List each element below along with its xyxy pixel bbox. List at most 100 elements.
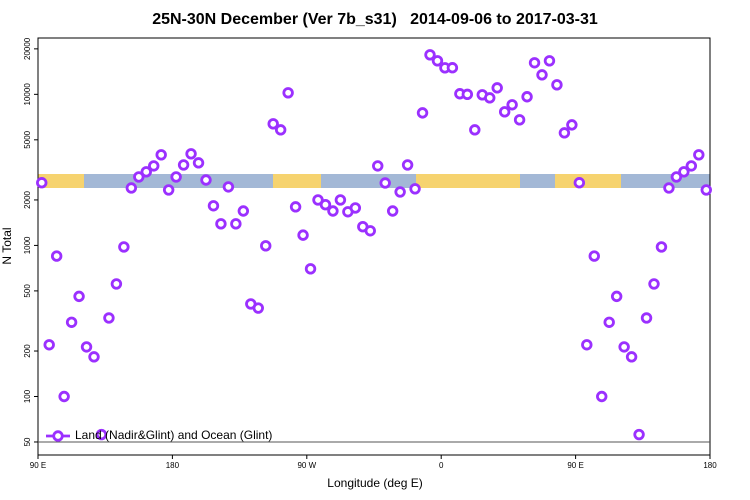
point xyxy=(446,62,459,74)
point xyxy=(312,194,324,206)
point xyxy=(207,200,220,212)
point xyxy=(513,114,526,126)
point xyxy=(282,87,294,99)
y-tick-label: 5000 xyxy=(23,130,32,148)
legend-label: Land (Nadir&Glint) and Ocean (Glint) xyxy=(75,428,272,442)
point xyxy=(110,278,123,290)
point xyxy=(95,428,108,441)
point xyxy=(431,55,444,67)
point xyxy=(543,55,556,67)
point xyxy=(185,148,197,160)
chart-title: 25N-30N December (Ver 7b_s31) 2014-09-06… xyxy=(152,11,598,28)
point xyxy=(50,250,63,262)
point xyxy=(379,177,391,189)
point xyxy=(148,160,160,172)
point xyxy=(461,88,474,101)
point xyxy=(334,194,347,206)
point xyxy=(566,119,578,131)
point xyxy=(610,290,623,303)
y-axis-label: N Total xyxy=(0,227,14,264)
y-tick-label: 2000 xyxy=(23,190,32,208)
point xyxy=(625,351,638,363)
point xyxy=(267,118,279,130)
point xyxy=(491,82,503,94)
point xyxy=(596,390,608,403)
point xyxy=(588,250,600,262)
point xyxy=(618,341,630,353)
x-tick-label: 180 xyxy=(703,461,717,470)
point xyxy=(364,225,376,237)
y-tick-label: 10000 xyxy=(23,83,32,106)
point xyxy=(192,157,205,169)
point xyxy=(200,174,212,186)
point xyxy=(297,229,309,241)
x-axis-label: Longitude (deg E) xyxy=(327,476,422,490)
point xyxy=(162,184,175,196)
point xyxy=(663,182,675,194)
point xyxy=(581,339,593,351)
point xyxy=(133,171,145,183)
y-tick-label: 100 xyxy=(23,389,32,403)
point xyxy=(118,241,130,253)
legend-marker xyxy=(52,430,64,442)
point xyxy=(603,316,615,328)
point xyxy=(528,57,541,69)
point xyxy=(693,149,705,161)
point xyxy=(506,99,518,111)
x-tick-label: 90 E xyxy=(30,461,46,470)
point xyxy=(484,92,496,104)
point xyxy=(155,149,167,161)
point xyxy=(222,181,235,193)
point xyxy=(394,186,406,198)
point xyxy=(304,263,317,275)
point xyxy=(260,240,272,252)
point xyxy=(648,278,660,290)
x-tick-label: 90 W xyxy=(297,461,316,470)
point xyxy=(65,316,78,328)
point xyxy=(103,312,115,324)
point xyxy=(88,351,100,363)
point xyxy=(252,302,264,314)
point xyxy=(140,166,152,178)
point xyxy=(685,160,698,172)
point xyxy=(58,390,70,403)
point xyxy=(73,290,85,303)
point xyxy=(521,91,533,103)
point xyxy=(274,124,287,136)
point xyxy=(327,205,339,217)
point xyxy=(125,182,138,194)
point xyxy=(640,312,653,324)
y-tick-label: 1000 xyxy=(23,236,32,254)
point xyxy=(349,202,362,214)
point xyxy=(678,166,690,178)
point xyxy=(319,199,332,211)
x-tick-label: 180 xyxy=(166,461,180,470)
x-tick-label: 0 xyxy=(439,461,444,470)
point xyxy=(573,177,586,189)
y-tick-label: 500 xyxy=(23,284,32,298)
point xyxy=(700,184,712,196)
point xyxy=(498,106,511,118)
point xyxy=(633,428,645,441)
point xyxy=(551,79,563,91)
y-tick-label: 50 xyxy=(23,437,32,446)
point xyxy=(372,160,384,172)
point xyxy=(36,177,48,189)
point xyxy=(558,127,571,139)
point xyxy=(43,339,55,351)
point xyxy=(170,171,182,183)
point xyxy=(655,241,668,253)
y-tick-label: 200 xyxy=(23,344,32,358)
point xyxy=(386,205,399,217)
y-tick-label: 20000 xyxy=(23,37,32,60)
point xyxy=(237,205,250,217)
point xyxy=(416,107,429,119)
point xyxy=(469,124,481,136)
point xyxy=(177,159,190,171)
point xyxy=(289,201,302,213)
point xyxy=(80,341,93,353)
point xyxy=(409,183,421,195)
point xyxy=(230,218,242,230)
x-tick-label: 90 E xyxy=(567,461,583,470)
